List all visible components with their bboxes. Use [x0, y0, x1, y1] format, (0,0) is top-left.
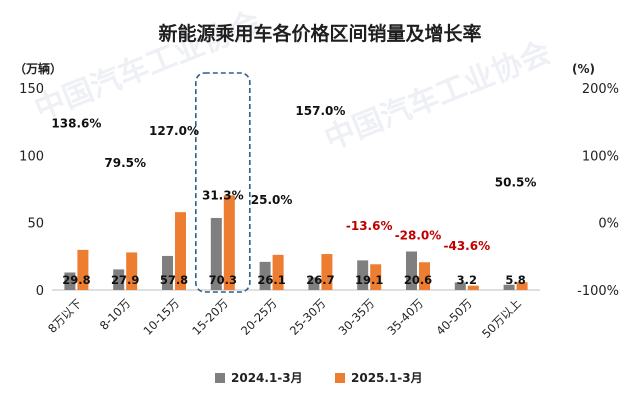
- bar-value-labels: 29.8 27.9 57.8 70.3 26.1 26.7 19.1 20.6 3.2 5.8: [62, 273, 526, 287]
- category-labels: 8万以下 8-10万 10-15万 15-20万 20-25万 25-30万 30-35万 3…: [45, 296, 524, 341]
- bar-2024: [113, 269, 125, 290]
- bar-2024: [162, 255, 173, 290]
- growth-rate-label: -28.0%: [395, 229, 442, 243]
- chart-title: 新能源乘用车各价格区间销量及增长率: [158, 22, 481, 45]
- bar-value-label: 19.1: [355, 273, 383, 287]
- category-label: 15-20万: [189, 296, 231, 338]
- bar-2025: [175, 212, 186, 290]
- bar-value-label: 70.3: [209, 273, 237, 287]
- left-axis-unit: （万辆）: [14, 61, 62, 76]
- bar-2024: [308, 277, 320, 290]
- bar-value-label: 29.8: [62, 273, 90, 287]
- left-tick-label: 100: [19, 149, 44, 164]
- growth-rate-label: -43.6%: [443, 239, 490, 253]
- bar-2025: [272, 254, 284, 290]
- bar-2025: [126, 252, 138, 290]
- category-label: 40-50万: [433, 296, 475, 338]
- bar-2024: [357, 260, 369, 290]
- highlight-box: [195, 72, 251, 293]
- bar-value-label: 27.9: [111, 273, 139, 287]
- left-axis-ticks: 0 50 100 150: [19, 82, 44, 299]
- bar-2025: [516, 282, 528, 290]
- bar-2024: [64, 272, 76, 290]
- right-tick-label: 200%: [582, 82, 619, 97]
- right-axis-ticks: -100% 0% 100% 200%: [577, 82, 619, 299]
- bar-2025: [223, 195, 235, 290]
- growth-rate-label: 127.0%: [149, 124, 199, 138]
- left-tick-label: 50: [27, 217, 44, 232]
- bar-value-label: 3.2: [457, 273, 477, 287]
- bar-2025: [467, 285, 479, 290]
- growth-rate-label: 79.5%: [104, 156, 146, 170]
- category-label: 20-25万: [238, 296, 280, 338]
- legend: 2024.1-3月 2025.1-3月: [215, 371, 423, 385]
- left-tick-label: 150: [19, 82, 44, 97]
- bar-2024: [259, 261, 271, 290]
- category-label: 30-35万: [336, 296, 378, 338]
- category-label: 10-15万: [140, 296, 182, 338]
- growth-rate-label: 138.6%: [51, 116, 101, 130]
- bar-2025: [321, 254, 333, 290]
- growth-rate-labels: 138.6%79.5%127.0%31.3% 25.0%157.0%-13.6%-…: [51, 104, 536, 253]
- right-axis-unit: (%): [572, 62, 595, 76]
- bars: [64, 195, 528, 290]
- bar-value-label: 20.6: [404, 273, 432, 287]
- bar-2025: [77, 249, 89, 290]
- category-label: 35-40万: [384, 296, 426, 338]
- category-label: 50万以上: [479, 296, 524, 341]
- growth-rate-label: 25.0%: [251, 193, 293, 207]
- watermark-text: 中国汽车工业协会: [320, 35, 556, 157]
- bar-value-label: 26.7: [306, 273, 334, 287]
- left-tick-label: 0: [36, 284, 44, 299]
- bar-2024: [503, 284, 515, 290]
- growth-rate-label: 31.3%: [202, 189, 244, 203]
- bar-value-label: 26.1: [257, 273, 285, 287]
- category-label: 8-10万: [97, 296, 133, 332]
- right-tick-label: 0%: [598, 217, 619, 232]
- legend-swatch-2025: [335, 373, 345, 383]
- bar-2025: [419, 262, 430, 290]
- bar-value-label: 57.8: [160, 273, 188, 287]
- bar-2024: [454, 282, 466, 290]
- right-tick-label: 100%: [582, 149, 619, 164]
- category-label: 25-30万: [287, 296, 329, 338]
- bar-2024: [406, 251, 417, 290]
- legend-label-2025: 2025.1-3月: [351, 371, 423, 385]
- legend-label-2024: 2024.1-3月: [231, 371, 303, 385]
- bar-value-label: 5.8: [505, 273, 525, 287]
- growth-rate-label: -13.6%: [346, 219, 393, 233]
- legend-swatch-2024: [215, 373, 225, 383]
- bar-2024: [210, 217, 222, 290]
- category-label: 8万以下: [45, 296, 84, 335]
- right-tick-label: -100%: [577, 284, 619, 299]
- bar-2025: [370, 264, 382, 290]
- growth-rate-label: 157.0%: [295, 104, 345, 118]
- growth-rate-label: 50.5%: [495, 176, 537, 190]
